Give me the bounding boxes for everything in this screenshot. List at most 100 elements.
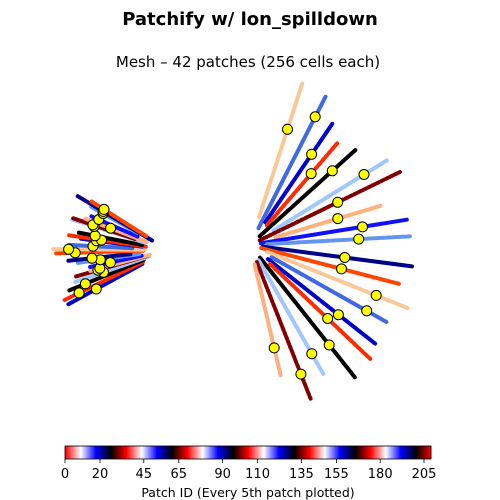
colorbar-segment	[343, 446, 345, 459]
colorbar-segment	[391, 446, 393, 459]
colorbar-segment	[179, 446, 181, 459]
colorbar-segment	[353, 446, 355, 459]
colorbar-segment	[412, 446, 414, 459]
colorbar-segment	[352, 446, 354, 459]
patch-center-marker	[105, 222, 117, 234]
colorbar-segment	[302, 446, 304, 459]
colorbar-segment	[398, 446, 400, 459]
colorbar-segment	[393, 446, 395, 459]
patch-center-marker	[98, 203, 110, 215]
colorbar-segment	[208, 446, 210, 459]
patch-line	[257, 170, 402, 243]
colorbar-segment	[113, 446, 115, 459]
colorbar-segment	[237, 446, 239, 459]
patch-center-marker	[306, 348, 318, 360]
colorbar-segment	[368, 446, 370, 459]
colorbar-segment	[128, 446, 130, 459]
colorbar-label: Patch ID (Every 5th patch plotted)	[141, 485, 354, 500]
colorbar-segment	[202, 446, 204, 459]
colorbar-segment	[256, 446, 258, 459]
colorbar-segment	[174, 446, 176, 459]
patch-center-marker	[309, 111, 321, 123]
colorbar-segment	[267, 446, 269, 459]
colorbar-segment	[366, 446, 368, 459]
colorbar-segment	[68, 446, 70, 459]
colorbar-segment	[229, 446, 231, 459]
colorbar-segment	[154, 446, 156, 459]
colorbar-segment	[103, 446, 105, 459]
colorbar-segment	[321, 446, 323, 459]
colorbar-segment	[345, 446, 347, 459]
patch-center-marker	[361, 305, 373, 317]
colorbar-segment	[220, 446, 222, 459]
colorbar-segment	[339, 446, 341, 459]
colorbar-segment	[187, 446, 189, 459]
colorbar-segment	[418, 446, 420, 459]
colorbar	[64, 445, 432, 460]
colorbar-segment	[127, 446, 129, 459]
colorbar-segment	[109, 446, 111, 459]
colorbar-segment	[304, 446, 306, 459]
colorbar-segment	[141, 446, 143, 459]
colorbar-segment	[122, 446, 124, 459]
colorbar-segment	[162, 446, 164, 459]
colorbar-segment	[98, 446, 100, 459]
colorbar-segment	[252, 446, 254, 459]
colorbar-segment	[72, 446, 74, 459]
colorbar-segment	[375, 446, 377, 459]
patch-center-marker	[306, 148, 318, 160]
colorbar-segment	[117, 446, 119, 459]
colorbar-segment	[80, 446, 82, 459]
colorbar-segment	[397, 446, 399, 459]
colorbar-segment	[390, 446, 392, 459]
colorbar-segment	[330, 446, 332, 459]
colorbar-segment	[382, 446, 384, 459]
colorbar-segment	[225, 446, 227, 459]
colorbar-segment	[136, 446, 138, 459]
colorbar-segment	[247, 446, 249, 459]
colorbar-segment	[262, 446, 264, 459]
colorbar-segment	[173, 446, 175, 459]
colorbar-segment	[401, 446, 403, 459]
colorbar-segment	[131, 446, 133, 459]
colorbar-segment	[84, 446, 86, 459]
colorbar-segment	[258, 446, 260, 459]
colorbar-segment	[372, 446, 374, 459]
colorbar-segment	[317, 446, 319, 459]
colorbar-segment	[342, 446, 344, 459]
colorbar-segment	[255, 446, 257, 459]
colorbar-segment	[261, 446, 263, 459]
colorbar-segment	[124, 446, 126, 459]
patch-line	[263, 121, 335, 225]
patch-center-marker	[370, 289, 382, 301]
colorbar-segment	[200, 446, 202, 459]
colorbar-segment	[313, 446, 315, 459]
colorbar-segment	[283, 446, 285, 459]
colorbar-segment	[130, 446, 132, 459]
colorbar-segment	[356, 446, 358, 459]
colorbar-segment	[308, 446, 310, 459]
colorbar-segment	[388, 446, 390, 459]
colorbar-segment	[411, 446, 413, 459]
patch-center-marker	[332, 213, 344, 225]
colorbar-segment	[138, 446, 140, 459]
colorbar-segment	[419, 446, 421, 459]
colorbar-segment	[346, 446, 348, 459]
colorbar-segment	[424, 446, 426, 459]
patch-center-marker	[63, 243, 75, 255]
colorbar-segment	[207, 446, 209, 459]
colorbar-tick-label: 65	[171, 467, 188, 482]
colorbar-segment	[77, 446, 79, 459]
colorbar-segment	[417, 446, 419, 459]
colorbar-segment	[186, 446, 188, 459]
colorbar-segment	[183, 446, 185, 459]
colorbar-segment	[347, 446, 349, 459]
colorbar-segment	[399, 446, 401, 459]
colorbar-segment	[284, 446, 286, 459]
colorbar-segment	[271, 446, 273, 459]
colorbar-segment	[427, 446, 429, 459]
colorbar-segment	[106, 446, 108, 459]
colorbar-segment	[92, 446, 94, 459]
colorbar-segment	[369, 446, 371, 459]
colorbar-segment	[243, 446, 245, 459]
